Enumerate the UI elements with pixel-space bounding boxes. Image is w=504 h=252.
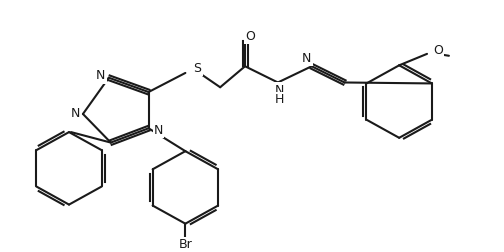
Text: O: O xyxy=(433,45,443,57)
Text: N: N xyxy=(275,84,285,97)
Text: N: N xyxy=(154,124,163,137)
Text: H: H xyxy=(275,93,285,106)
Text: N: N xyxy=(70,107,80,120)
Text: N: N xyxy=(302,52,311,65)
Text: S: S xyxy=(194,62,201,75)
Text: O: O xyxy=(245,30,255,43)
Text: Br: Br xyxy=(178,238,192,251)
Text: N: N xyxy=(96,69,105,82)
